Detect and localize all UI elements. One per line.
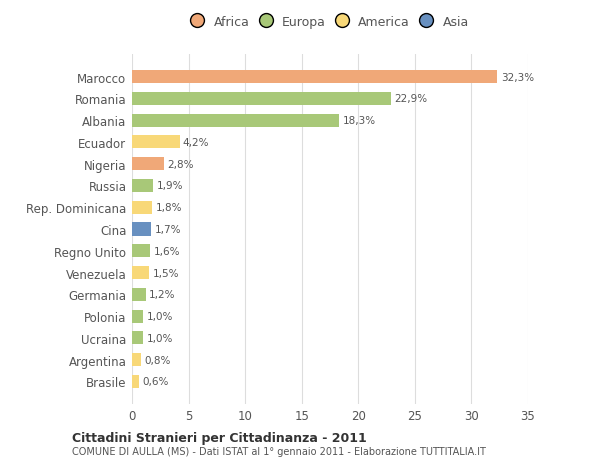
Text: 1,0%: 1,0%: [147, 333, 173, 343]
Text: 18,3%: 18,3%: [343, 116, 376, 126]
Text: 1,0%: 1,0%: [147, 311, 173, 321]
Bar: [132, 245, 150, 258]
Bar: [132, 375, 139, 388]
Bar: [132, 353, 141, 366]
Text: 32,3%: 32,3%: [501, 73, 534, 83]
Bar: [132, 288, 146, 301]
Bar: [132, 71, 497, 84]
Text: 1,5%: 1,5%: [152, 268, 179, 278]
Text: Cittadini Stranieri per Cittadinanza - 2011: Cittadini Stranieri per Cittadinanza - 2…: [72, 431, 367, 444]
Legend: Africa, Europa, America, Asia: Africa, Europa, America, Asia: [191, 16, 469, 29]
Text: 1,8%: 1,8%: [156, 203, 182, 213]
Text: 0,8%: 0,8%: [145, 355, 171, 365]
Text: COMUNE DI AULLA (MS) - Dati ISTAT al 1° gennaio 2011 - Elaborazione TUTTITALIA.I: COMUNE DI AULLA (MS) - Dati ISTAT al 1° …: [72, 447, 486, 456]
Bar: [132, 310, 143, 323]
Text: 1,9%: 1,9%: [157, 181, 184, 191]
Bar: [132, 201, 152, 214]
Text: 2,8%: 2,8%: [167, 159, 194, 169]
Bar: [132, 93, 391, 106]
Bar: [132, 158, 164, 171]
Bar: [132, 266, 149, 280]
Bar: [132, 136, 179, 149]
Bar: [132, 114, 339, 128]
Text: 22,9%: 22,9%: [394, 94, 428, 104]
Text: 4,2%: 4,2%: [183, 138, 209, 148]
Bar: [132, 179, 154, 193]
Text: 1,6%: 1,6%: [154, 246, 180, 256]
Bar: [132, 223, 151, 236]
Text: 1,2%: 1,2%: [149, 290, 175, 300]
Bar: [132, 331, 143, 345]
Text: 0,6%: 0,6%: [142, 376, 169, 386]
Text: 1,7%: 1,7%: [155, 224, 181, 235]
